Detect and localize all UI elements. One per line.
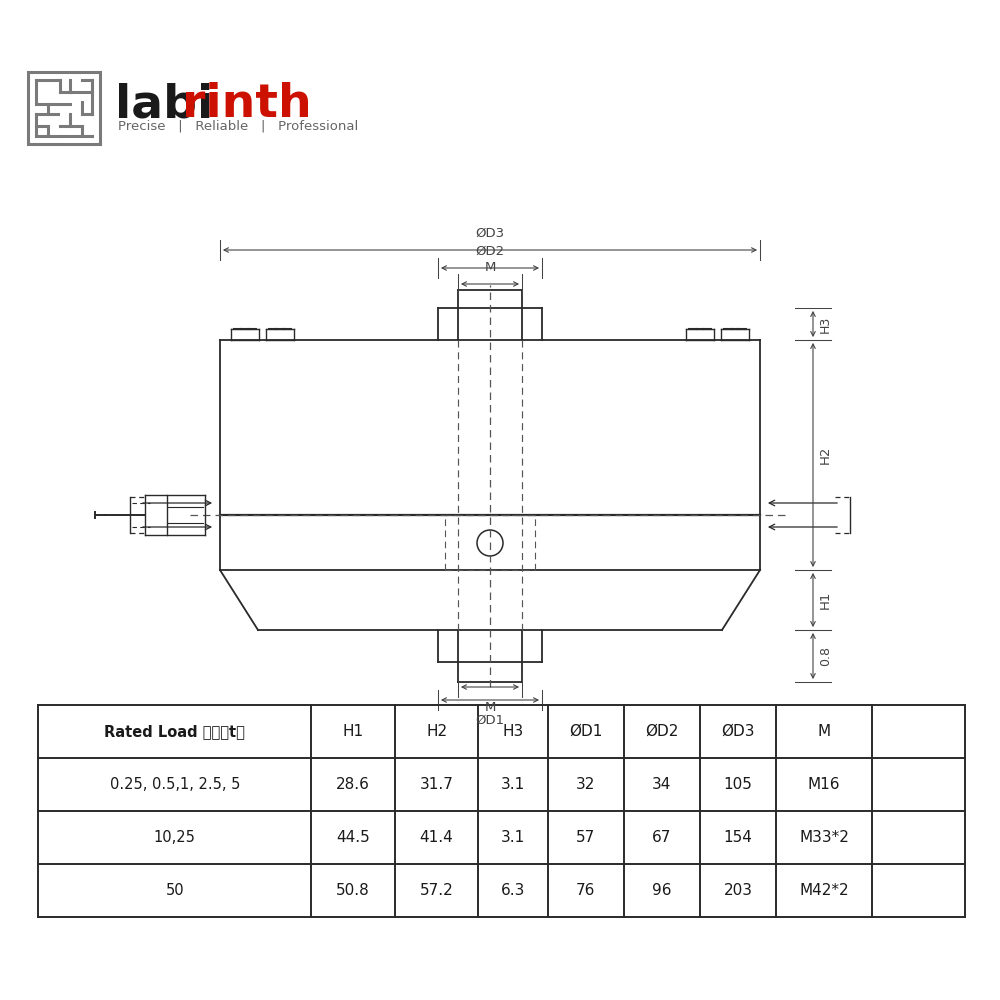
Text: 96: 96 [652, 883, 672, 898]
Text: ØD1: ØD1 [475, 714, 505, 727]
Text: 3.1: 3.1 [501, 830, 525, 845]
Text: labi: labi [115, 82, 213, 127]
Text: ØD3: ØD3 [721, 724, 755, 739]
Text: 28.6: 28.6 [336, 777, 370, 792]
Text: ØD2: ØD2 [475, 245, 505, 258]
Text: 76: 76 [576, 883, 596, 898]
Bar [28, 72, 100, 144]
Text: Precise   |   Reliable   |   Professional: Precise | Reliable | Professional [118, 120, 358, 133]
Text: 154: 154 [723, 830, 752, 845]
Text: 0.8: 0.8 [819, 646, 832, 666]
Text: ØD1: ØD1 [569, 724, 603, 739]
Text: H2: H2 [819, 446, 832, 464]
Text: 41.4: 41.4 [420, 830, 453, 845]
Text: M33*2: M33*2 [799, 830, 849, 845]
Text: M: M [484, 261, 496, 274]
Text: 31.7: 31.7 [420, 777, 454, 792]
Text: 105: 105 [723, 777, 752, 792]
Text: 50.8: 50.8 [336, 883, 370, 898]
Text: 0.25, 0.5,1, 2.5, 5: 0.25, 0.5,1, 2.5, 5 [110, 777, 240, 792]
Text: 3.1: 3.1 [501, 777, 525, 792]
Text: H3: H3 [819, 315, 832, 333]
Text: 50: 50 [165, 883, 184, 898]
Text: H2: H2 [426, 724, 447, 739]
Text: H1: H1 [343, 724, 364, 739]
Text: 34: 34 [652, 777, 672, 792]
Text: H3: H3 [502, 724, 524, 739]
Text: M: M [818, 724, 831, 739]
Text: 57: 57 [576, 830, 595, 845]
Text: 203: 203 [723, 883, 752, 898]
Text: 6.3: 6.3 [501, 883, 525, 898]
Text: M42*2: M42*2 [799, 883, 849, 898]
Text: 10,25: 10,25 [154, 830, 196, 845]
Text: ØD3: ØD3 [475, 227, 505, 240]
Text: H1: H1 [819, 591, 832, 609]
Text: ØD2: ØD2 [645, 724, 679, 739]
Text: 44.5: 44.5 [336, 830, 370, 845]
Text: 67: 67 [652, 830, 672, 845]
Text: Rated Load 载荷（t）: Rated Load 载荷（t） [104, 724, 245, 739]
Text: rinth: rinth [182, 82, 312, 127]
Text: M: M [484, 701, 496, 714]
Text: 57.2: 57.2 [420, 883, 453, 898]
Text: 32: 32 [576, 777, 596, 792]
Text: M16: M16 [808, 777, 840, 792]
